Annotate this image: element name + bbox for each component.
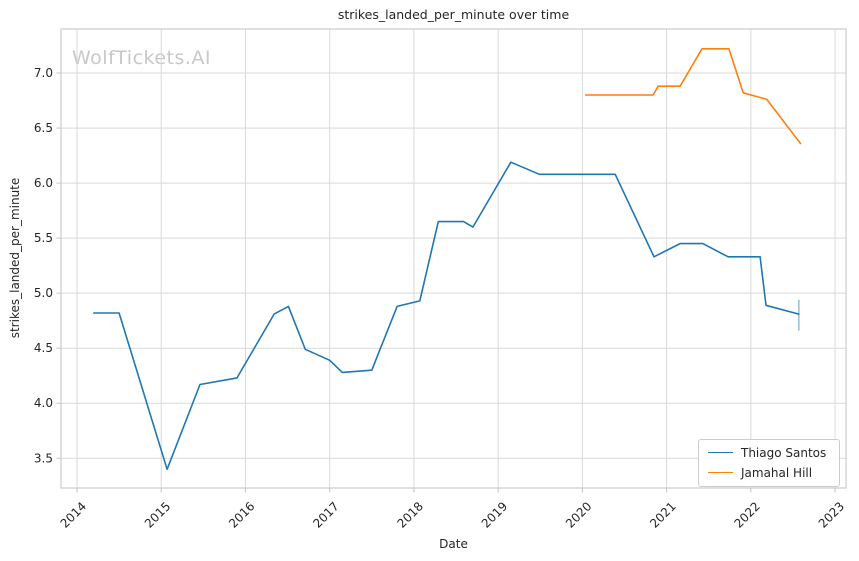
- legend-label: Thiago Santos: [741, 445, 827, 460]
- legend-label: Jamahal Hill: [741, 465, 813, 480]
- watermark: WolfTickets.AI: [72, 47, 212, 69]
- x-axis-label: Date: [439, 537, 468, 551]
- y-tick-label: 5.5: [34, 231, 53, 245]
- gridlines: [61, 29, 846, 488]
- series-line-thiago-santos: [93, 161, 800, 471]
- x-tick-labels: 2014 2015 2016 2017 2018 2019 2020 2021 2022 2023: [58, 499, 848, 530]
- series-line-jamahal-hill: [584, 47, 802, 145]
- x-tick-label: 2021: [647, 499, 678, 530]
- y-tick-labels: 3.5 4.0 4.5 5.0 5.5 6.0 6.5 7.0: [34, 66, 53, 465]
- x-tick-label: 2016: [226, 499, 257, 530]
- y-axis-label: strikes_landed_per_minute: [8, 177, 22, 339]
- legend-entry-jamahal-hill: Jamahal Hill: [708, 465, 830, 480]
- x-tick-label: 2018: [395, 499, 426, 530]
- legend-line-swatch-orange: [708, 472, 733, 473]
- x-tick-label: 2019: [479, 499, 510, 530]
- x-tick-label: 2022: [731, 499, 762, 530]
- y-tick-label: 4.5: [34, 341, 53, 355]
- y-tick-label: 6.5: [34, 121, 53, 135]
- y-tick-label: 4.0: [34, 396, 53, 410]
- tick-marks: [56, 72, 836, 493]
- y-tick-label: 7.0: [34, 66, 53, 80]
- x-tick-label: 2014: [58, 499, 89, 530]
- y-tick-label: 3.5: [34, 451, 53, 465]
- plot-border: [60, 28, 847, 489]
- x-tick-label: 2023: [816, 499, 847, 530]
- legend-line-swatch-blue: [708, 452, 733, 453]
- legend-entry-thiago-santos: Thiago Santos: [708, 445, 830, 460]
- legend: Thiago Santos Jamahal Hill: [698, 439, 840, 487]
- x-tick-label: 2017: [310, 499, 341, 530]
- y-tick-label: 5.0: [34, 286, 53, 300]
- y-tick-label: 6.0: [34, 176, 53, 190]
- x-tick-label: 2015: [142, 499, 173, 530]
- chart-title: strikes_landed_per_minute over time: [337, 7, 570, 22]
- x-tick-label: 2020: [563, 499, 594, 530]
